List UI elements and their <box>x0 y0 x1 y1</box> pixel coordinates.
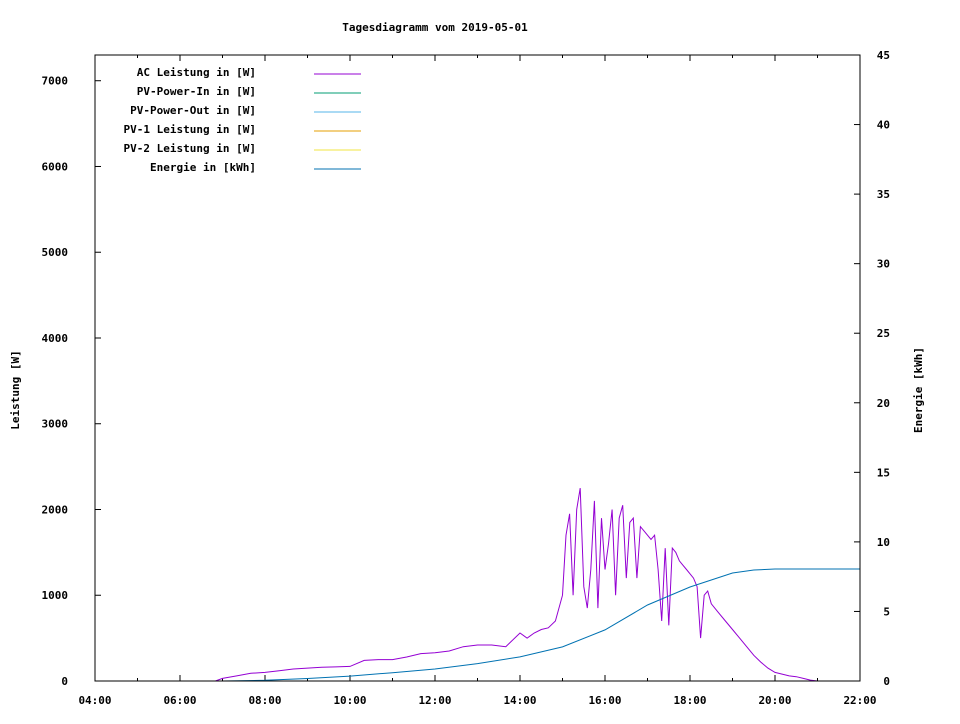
x-tick-label: 14:00 <box>503 694 536 707</box>
x-tick-label: 06:00 <box>163 694 196 707</box>
y-tick-label: 4000 <box>42 332 69 345</box>
y-tick-label: 2000 <box>42 503 69 516</box>
legend-label: PV-Power-Out in [W] <box>130 104 256 117</box>
plot-frame <box>94 54 861 682</box>
y-tick-label: 6000 <box>42 160 69 173</box>
x-tick-label: 18:00 <box>673 694 706 707</box>
y2-tick-label: 30 <box>877 258 890 271</box>
y2-tick-label: 0 <box>883 675 890 688</box>
y2-tick-label: 45 <box>877 49 890 62</box>
x-tick-label: 08:00 <box>248 694 281 707</box>
x-tick-label: 16:00 <box>588 694 621 707</box>
x-tick-label: 12:00 <box>418 694 451 707</box>
legend-label: PV-1 Leistung in [W] <box>124 123 256 136</box>
x-tick-label: 04:00 <box>78 694 111 707</box>
x-tick-label: 22:00 <box>843 694 876 707</box>
y-tick-label: 0 <box>61 675 68 688</box>
y2-tick-label: 10 <box>877 536 890 549</box>
y-tick-label: 3000 <box>42 418 69 431</box>
y2-tick-label: 15 <box>877 466 890 479</box>
y-tick-label: 5000 <box>42 246 69 259</box>
series-line-0 <box>215 488 818 682</box>
y2-tick-label: 20 <box>877 397 890 410</box>
x-tick-label: 10:00 <box>333 694 366 707</box>
y2-tick-label: 40 <box>877 119 890 132</box>
legend-label: PV-2 Leistung in [W] <box>124 142 256 155</box>
series-line-5 <box>222 568 860 682</box>
legend-label: PV-Power-In in [W] <box>137 85 256 98</box>
chart-title: Tagesdiagramm vom 2019-05-01 <box>342 21 528 34</box>
legend-label: Energie in [kWh] <box>150 161 256 174</box>
y-tick-label: 7000 <box>42 75 69 88</box>
legend-label: AC Leistung in [W] <box>137 66 256 79</box>
y2-axis-label: Energie [kWh] <box>912 347 925 433</box>
y2-tick-label: 35 <box>877 188 890 201</box>
y2-tick-label: 5 <box>883 605 890 618</box>
y-axis-label: Leistung [W] <box>9 350 22 429</box>
y2-tick-label: 25 <box>877 327 890 340</box>
y-tick-label: 1000 <box>42 589 69 602</box>
x-tick-label: 20:00 <box>758 694 791 707</box>
